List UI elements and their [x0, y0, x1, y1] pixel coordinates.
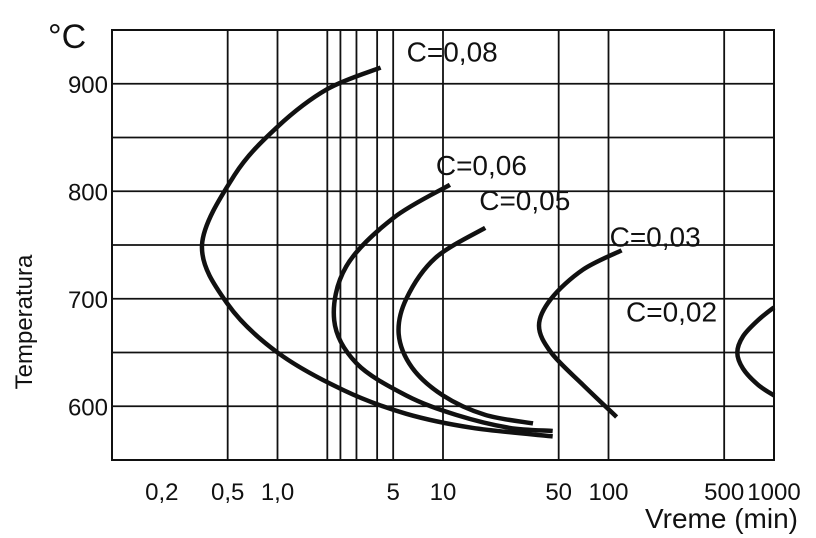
- curve-C=0,05: [396, 225, 534, 426]
- y-tick-label: 700: [68, 287, 108, 314]
- y-tick-label: 900: [68, 72, 108, 99]
- y-tick-labels: 600 700 800 900: [68, 72, 108, 422]
- curve-C=0,06: [331, 182, 553, 434]
- y-tick-label: 600: [68, 394, 108, 421]
- curve-C=0,08: [199, 65, 553, 439]
- grid: [112, 30, 774, 460]
- x-tick-labels: 0,2 0,5 1,0 5 10 50 100 500 1000: [145, 479, 801, 506]
- x-tick-label: 10: [430, 479, 457, 506]
- x-tick-label: 0,2: [145, 479, 178, 506]
- x-tick-label: 100: [588, 479, 628, 506]
- series-label: C=0,08: [407, 37, 498, 68]
- plot-frame: [111, 29, 775, 461]
- series-label: C=0,06: [436, 150, 527, 181]
- x-tick-label: 1,0: [261, 479, 294, 506]
- curve-C=0,02: [735, 305, 776, 398]
- y-tick-label: 800: [68, 179, 108, 206]
- y-axis-unit: °C: [48, 18, 86, 56]
- curves: [199, 65, 776, 439]
- series-label: C=0,03: [610, 221, 701, 252]
- x-tick-label: 5: [386, 479, 399, 506]
- x-tick-label: 1000: [747, 479, 800, 506]
- x-tick-label: 0,5: [211, 479, 244, 506]
- series-label: C=0,05: [479, 185, 570, 216]
- x-axis-label: Vreme (min): [645, 503, 798, 534]
- x-tick-label: 50: [545, 479, 572, 506]
- series-labels: C=0,08 C=0,06 C=0,05 C=0,03 C=0,02: [407, 37, 717, 328]
- y-axis-label: Temperatura: [11, 254, 38, 389]
- curve-C=0,03: [536, 248, 623, 419]
- x-tick-label: 500: [704, 479, 744, 506]
- series-label: C=0,02: [626, 296, 717, 327]
